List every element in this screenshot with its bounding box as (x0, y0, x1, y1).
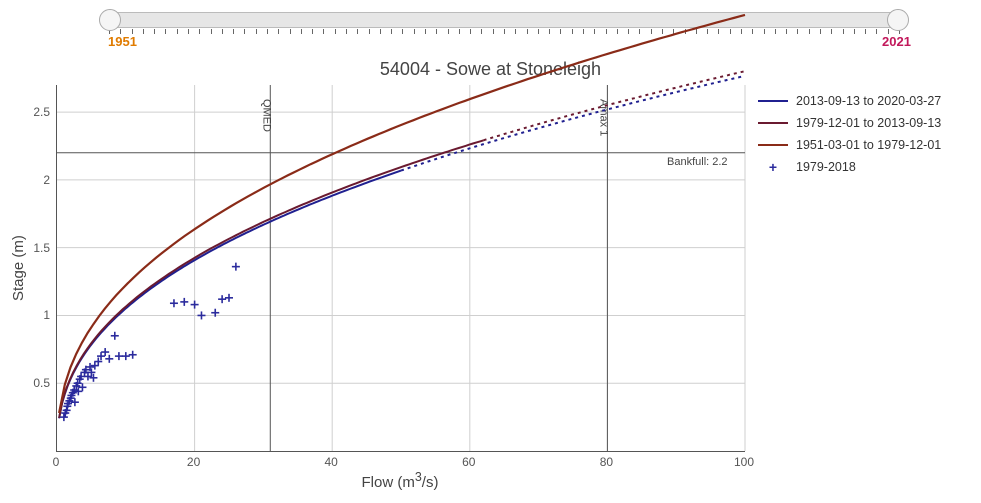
rating-curve-chart: 54004 - Sowe at Stoneleigh Stage (m) Flo… (0, 55, 981, 495)
year-range-slider[interactable] (108, 12, 900, 28)
slider-min-label: 1951 (108, 34, 137, 49)
svg-text:Amax 1: Amax 1 (597, 99, 609, 136)
y-tick-label: 1.5 (20, 241, 50, 255)
legend-label: 1979-2018 (796, 157, 856, 177)
svg-text:QMED: QMED (260, 99, 272, 132)
legend-swatch (758, 144, 788, 146)
x-tick-label: 100 (734, 455, 754, 469)
slider-handle-min[interactable] (99, 9, 121, 31)
x-tick-label: 60 (462, 455, 475, 469)
legend-item: 1951-03-01 to 1979-12-01 (758, 135, 941, 155)
legend-label: 2013-09-13 to 2020-03-27 (796, 91, 941, 111)
plot-svg: QMED Amax 1 Bankfull: 2.2 (57, 85, 745, 451)
slider-ticks (109, 29, 899, 37)
plot-area[interactable]: QMED Amax 1 Bankfull: 2.2 (56, 85, 745, 452)
legend-item: 1979-12-01 to 2013-09-13 (758, 113, 941, 133)
legend-label: 1951-03-01 to 1979-12-01 (796, 135, 941, 155)
y-axis-label: Stage (m) (10, 85, 27, 451)
legend-plus-icon: + (758, 157, 788, 177)
legend-item: + 1979-2018 (758, 157, 941, 177)
y-tick-label: 1 (20, 308, 50, 322)
slider-max-label: 2021 (882, 34, 911, 49)
y-tick-label: 0.5 (20, 376, 50, 390)
slider-handle-max[interactable] (887, 9, 909, 31)
x-tick-label: 40 (325, 455, 338, 469)
x-tick-label: 20 (187, 455, 200, 469)
x-tick-label: 80 (600, 455, 613, 469)
legend: 2013-09-13 to 2020-03-27 1979-12-01 to 2… (758, 91, 941, 179)
x-tick-label: 0 (53, 455, 60, 469)
chart-title: 54004 - Sowe at Stoneleigh (0, 59, 981, 80)
y-tick-label: 2.5 (20, 105, 50, 119)
legend-label: 1979-12-01 to 2013-09-13 (796, 113, 941, 133)
svg-text:Bankfull: 2.2: Bankfull: 2.2 (667, 156, 728, 168)
y-tick-label: 2 (20, 173, 50, 187)
x-axis-label: Flow (m3/s) (56, 470, 744, 491)
legend-item: 2013-09-13 to 2020-03-27 (758, 91, 941, 111)
legend-swatch (758, 122, 788, 124)
legend-swatch (758, 100, 788, 102)
